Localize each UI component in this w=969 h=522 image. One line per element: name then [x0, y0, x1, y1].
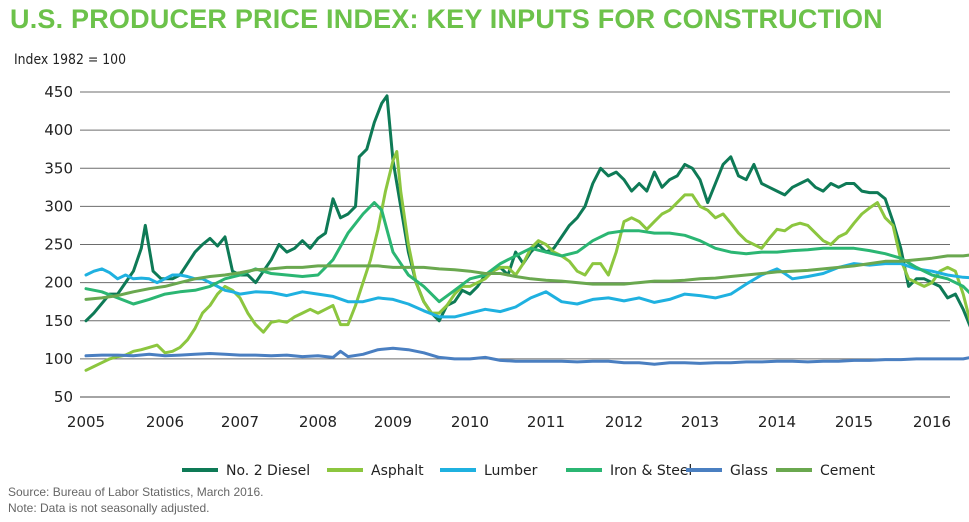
- x-tick-label: 2005: [67, 413, 105, 431]
- series-line-no-2-diesel: [84, 94, 969, 328]
- series-line-glass: [84, 346, 969, 366]
- x-tick-label: 2016: [913, 413, 951, 431]
- y-tick-label: 150: [44, 312, 73, 330]
- legend-label-cement: Cement: [820, 463, 876, 479]
- x-tick-label: 2015: [835, 413, 873, 431]
- x-tick-label: 2013: [681, 413, 719, 431]
- y-tick-label: 350: [44, 159, 73, 177]
- x-tick-label: 2008: [299, 413, 337, 431]
- source-note: Source: Bureau of Labor Statistics, Marc…: [8, 485, 264, 499]
- y-tick-label: 450: [44, 83, 73, 101]
- y-tick-label: 300: [44, 197, 73, 215]
- y-tick-label: 250: [44, 236, 73, 254]
- x-tick-label: 2011: [527, 413, 565, 431]
- data-note: Note: Data is not seasonally adjusted.: [8, 501, 210, 515]
- legend-label-iron-steel: Iron & Steel: [610, 463, 692, 479]
- series-line-lumber: [84, 262, 969, 319]
- y-tick-label: 400: [44, 121, 73, 139]
- x-tick-label: 2006: [146, 413, 184, 431]
- x-tick-label: 2014: [758, 413, 796, 431]
- y-tick-label: 100: [44, 350, 73, 368]
- series-line-cement: [84, 253, 969, 301]
- legend-label-asphalt: Asphalt: [371, 463, 424, 479]
- y-tick-label: 200: [44, 274, 73, 292]
- x-tick-label: 2012: [605, 413, 643, 431]
- series-line-asphalt: [84, 150, 969, 372]
- legend-label-glass: Glass: [730, 463, 768, 479]
- x-tick-label: 2007: [221, 413, 259, 431]
- y-axis-label: Index 1982 = 100: [14, 52, 126, 68]
- legend-label-no-2-diesel: No. 2 Diesel: [226, 463, 310, 479]
- x-tick-label: 2010: [451, 413, 489, 431]
- chart-title: U.S. PRODUCER PRICE INDEX: KEY INPUTS FO…: [10, 4, 883, 34]
- legend-label-lumber: Lumber: [484, 463, 538, 479]
- y-tick-label: 50: [54, 388, 73, 406]
- x-tick-label: 2009: [374, 413, 412, 431]
